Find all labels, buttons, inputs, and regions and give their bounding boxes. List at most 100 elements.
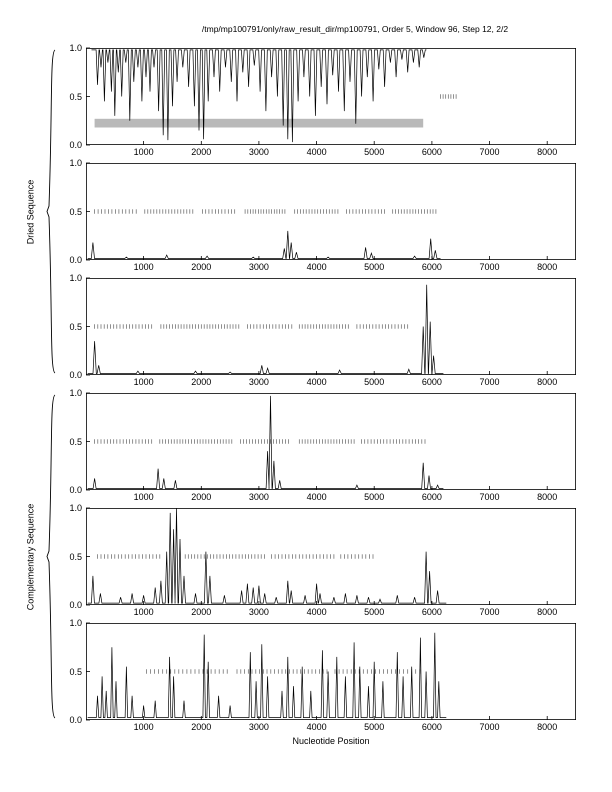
group-label-text: Dried Sequence xyxy=(25,179,36,244)
midline-tick-marks xyxy=(440,94,457,99)
group-label-text: Complementary Sequence xyxy=(25,503,35,610)
axes-frame xyxy=(86,278,577,375)
x-tick-label: 2000 xyxy=(191,722,212,732)
x-tick-label: 2000 xyxy=(191,492,212,502)
data-trace xyxy=(87,395,444,489)
y-tick-label: 0.0 xyxy=(69,715,82,725)
axes-frame xyxy=(86,163,577,260)
x-tick-label: 6000 xyxy=(421,377,442,387)
midline-tick-marks xyxy=(94,324,409,329)
group-label-complementary-sequence: Complementary Sequence xyxy=(22,393,38,720)
axes-frame xyxy=(86,623,577,720)
y-tick-label: 1.0 xyxy=(69,388,82,398)
x-tick-label: 8000 xyxy=(537,722,558,732)
x-tick-label: 1000 xyxy=(133,377,154,387)
x-tick-label: 7000 xyxy=(479,262,500,272)
x-tick-label: 8000 xyxy=(537,607,558,617)
axes-frame xyxy=(86,393,577,490)
y-tick-label: 1.0 xyxy=(69,273,82,283)
x-tick-label: 7000 xyxy=(479,607,500,617)
y-tick-label: 0.5 xyxy=(69,321,82,332)
subplot-comp-2: 1000 2000 3000 4000 5000 6000 7000 8000 1.0 0.5 0.… xyxy=(69,503,577,617)
x-tick-label: 2000 xyxy=(191,147,212,157)
x-tick-label: 4000 xyxy=(306,147,327,157)
y-tick-label: 0.0 xyxy=(69,600,82,610)
x-axis-label: Nucleotide Position xyxy=(292,736,370,746)
y-tick-label: 0.5 xyxy=(69,91,82,102)
y-tick-label: 1.0 xyxy=(69,503,82,513)
group-label-dried-sequence: Dried Sequence xyxy=(22,48,38,375)
data-trace xyxy=(87,284,444,374)
y-tick-label: 0.0 xyxy=(69,370,82,380)
midline-tick-marks xyxy=(97,554,374,559)
data-trace xyxy=(87,632,447,718)
x-tick-label: 5000 xyxy=(364,607,385,617)
x-tick-label: 7000 xyxy=(479,377,500,387)
data-trace xyxy=(87,507,447,604)
y-tick-label: 0.5 xyxy=(69,551,82,562)
x-tick-label: 2000 xyxy=(191,607,212,617)
data-trace xyxy=(87,230,441,259)
subplot-comp-1: 1000 2000 3000 4000 5000 6000 7000 8000 1.0 0.5 0.… xyxy=(69,388,577,502)
x-tick-label: 5000 xyxy=(364,377,385,387)
subplot-dried-1: 1000 2000 3000 4000 5000 6000 7000 8000 1.0 0.5 0.… xyxy=(69,43,577,157)
y-tick-label: 0.0 xyxy=(69,140,82,150)
x-tick-label: 4000 xyxy=(306,492,327,502)
subplot-comp-3: 1000 2000 3000 4000 5000 6000 7000 8000 1.0 0.5 0.… xyxy=(69,618,577,732)
midline-tick-marks xyxy=(94,209,437,214)
x-tick-label: 6000 xyxy=(421,492,442,502)
subplot-dried-2: 1000 2000 3000 4000 5000 6000 7000 8000 1.0 0.5 0.… xyxy=(69,158,577,272)
x-tick-label: 8000 xyxy=(537,377,558,387)
x-tick-label: 1000 xyxy=(133,722,154,732)
x-tick-label: 7000 xyxy=(479,147,500,157)
x-tick-label: 2000 xyxy=(191,377,212,387)
midline-tick-marks xyxy=(94,439,426,444)
x-tick-label: 4000 xyxy=(306,262,327,272)
y-tick-label: 0.5 xyxy=(69,666,82,677)
y-tick-label: 1.0 xyxy=(69,158,82,168)
x-tick-label: 6000 xyxy=(421,147,442,157)
data-trace xyxy=(91,49,427,143)
x-tick-label: 4000 xyxy=(306,722,327,732)
axis-ticks xyxy=(86,162,548,261)
midline-tick-marks xyxy=(146,669,421,674)
y-tick-label: 1.0 xyxy=(69,43,82,53)
figure-title: /tmp/mp100791/only/raw_result_dir/mp1007… xyxy=(201,24,509,34)
x-tick-label: 6000 xyxy=(421,607,442,617)
x-tick-label: 3000 xyxy=(248,147,269,157)
x-tick-label: 5000 xyxy=(364,722,385,732)
x-tick-label: 6000 xyxy=(421,262,442,272)
subplot-dried-3: 1000 2000 3000 4000 5000 6000 7000 8000 1.0 0.5 0.… xyxy=(69,273,577,387)
x-tick-label: 3000 xyxy=(248,722,269,732)
y-tick-label: 0.0 xyxy=(69,485,82,495)
x-tick-label: 3000 xyxy=(248,377,269,387)
y-tick-label: 0.0 xyxy=(69,255,82,265)
axes-frame xyxy=(86,48,577,145)
x-tick-label: 2000 xyxy=(191,262,212,272)
x-tick-label: 8000 xyxy=(537,262,558,272)
x-tick-label: 3000 xyxy=(248,262,269,272)
x-tick-label: 6000 xyxy=(421,722,442,732)
x-tick-label: 1000 xyxy=(133,607,154,617)
x-tick-label: 1000 xyxy=(133,147,154,157)
x-tick-label: 8000 xyxy=(537,147,558,157)
highlight-band xyxy=(94,118,424,128)
axes-frame xyxy=(86,508,577,605)
group-brace-icon xyxy=(46,394,56,719)
y-tick-label: 0.5 xyxy=(69,436,82,447)
x-tick-label: 4000 xyxy=(306,607,327,617)
x-tick-label: 3000 xyxy=(248,607,269,617)
x-tick-label: 8000 xyxy=(537,492,558,502)
x-tick-label: 7000 xyxy=(479,722,500,732)
x-tick-label: 1000 xyxy=(133,262,154,272)
x-tick-label: 1000 xyxy=(133,492,154,502)
y-tick-label: 0.5 xyxy=(69,206,82,217)
x-tick-label: 5000 xyxy=(364,262,385,272)
x-tick-label: 3000 xyxy=(248,492,269,502)
x-tick-label: 4000 xyxy=(306,377,327,387)
x-tick-label: 5000 xyxy=(364,147,385,157)
x-tick-label: 7000 xyxy=(479,492,500,502)
y-tick-label: 1.0 xyxy=(69,618,82,628)
x-tick-label: 5000 xyxy=(364,492,385,502)
